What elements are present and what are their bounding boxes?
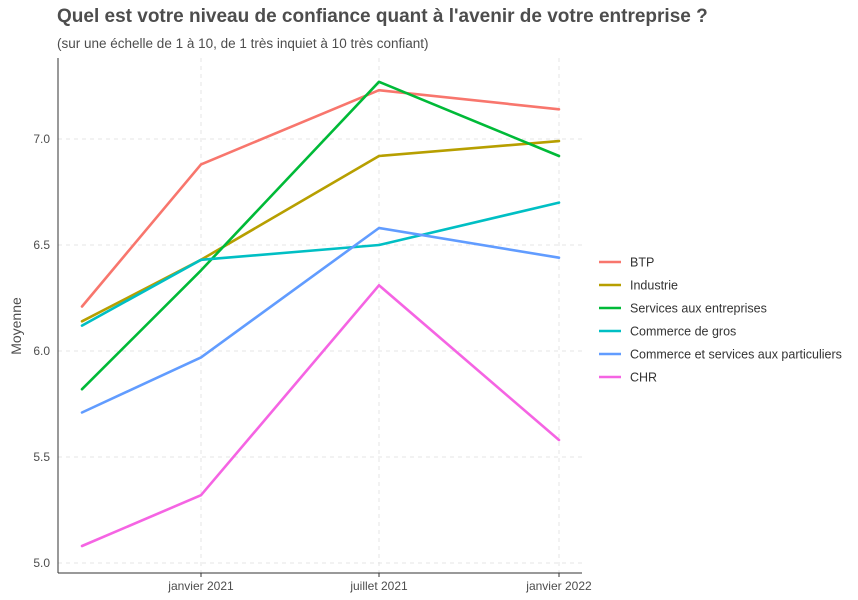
grid-lines	[58, 58, 582, 573]
x-tick-label: janvier 2021	[167, 579, 234, 593]
y-tick-label: 7.0	[33, 132, 50, 146]
chart-subtitle: (sur une échelle de 1 à 10, de 1 très in…	[57, 36, 429, 51]
legend-label: Commerce de gros	[630, 325, 736, 339]
y-tick-label: 6.5	[33, 238, 50, 252]
series-line-2	[80, 139, 561, 323]
x-tick-label: janvier 2022	[525, 579, 592, 593]
x-tick-labels: janvier 2021 juillet 2021 janvier 2022	[167, 573, 592, 593]
y-axis-title: Moyenne	[8, 297, 24, 355]
legend: BTP Industrie Services aux entreprises Comm…	[599, 256, 842, 385]
y-tick-label: 6.0	[33, 344, 50, 358]
legend-label: Services aux entreprises	[630, 302, 767, 316]
chart-title: Quel est votre niveau de confiance quant…	[57, 6, 708, 27]
y-tick-labels: 5.0 5.5 6.0 6.5 7.0	[33, 132, 50, 570]
series-line-3	[80, 80, 561, 391]
y-tick-label: 5.5	[33, 450, 50, 464]
legend-label: BTP	[630, 256, 654, 270]
series-line-4	[80, 201, 561, 327]
legend-label: CHR	[630, 371, 657, 385]
y-tick-label: 5.0	[33, 556, 50, 570]
legend-label: Industrie	[630, 279, 678, 293]
axes	[57, 58, 582, 574]
x-tick-label: juillet 2021	[349, 579, 408, 593]
legend-label: Commerce et services aux particuliers	[630, 348, 842, 362]
series-lines	[80, 80, 561, 548]
series-line-5	[80, 226, 561, 414]
series-line-1	[80, 88, 561, 308]
series-line-6	[80, 283, 561, 548]
